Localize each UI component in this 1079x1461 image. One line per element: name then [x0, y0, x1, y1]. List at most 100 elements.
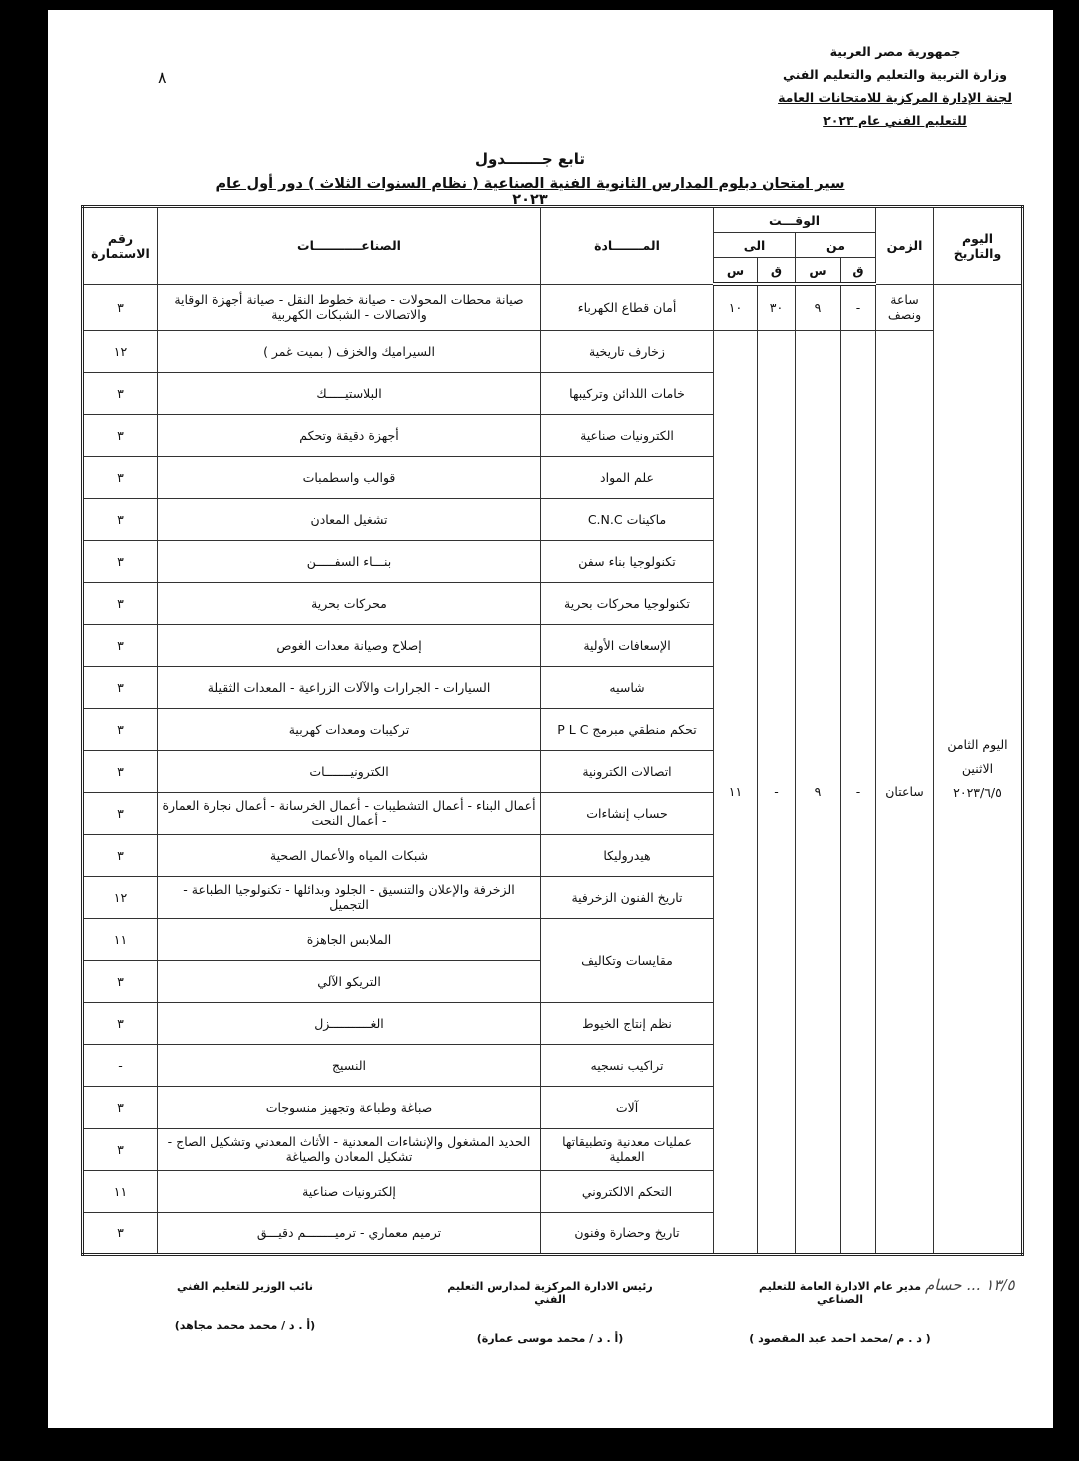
subject-cell: مقايسات وتكاليف	[540, 917, 714, 1003]
industries-cell: السيراميك والخزف ( بميت غمر )	[157, 329, 541, 373]
table-row: شاسيه السيارات - الجرارات والآلات الزراعي…	[82, 665, 1023, 709]
form-number-cell: ٣	[82, 1085, 158, 1129]
industries-cell: صيانة محطات المحولات - صيانة خطوط النقل …	[157, 283, 541, 331]
industries-cell: أجهزة دقيقة وتحكم	[157, 413, 541, 457]
subject-cell: خامات اللدائن وتركيبها	[540, 371, 714, 415]
industries-cell: محركات بحرية	[157, 581, 541, 625]
form-number-cell: ٣	[82, 497, 158, 541]
signature-title: مدير عام الادارة العامة للتعليم الصناعي	[758, 1280, 921, 1306]
form-number-cell: ٣	[82, 1127, 158, 1171]
table-row: الإسعافات الأولية إصلاح وصيانة معدات الغو…	[82, 623, 1023, 667]
header-from: من	[795, 232, 876, 258]
from-minute-cell: -	[840, 329, 876, 1255]
subject-cell: زخارف تاريخية	[540, 329, 714, 373]
header-industries: الصناعـــــــــــات	[157, 206, 541, 285]
subject-cell: تكنولوجيا بناء سفن	[540, 539, 714, 583]
subject-cell: شاسيه	[540, 665, 714, 709]
form-number-cell: ٣	[82, 665, 158, 709]
to-hour-cell: ١٠	[713, 283, 758, 331]
header-hour: س	[713, 257, 758, 286]
letterhead-line: جمهورية مصر العربية	[829, 44, 961, 59]
form-number-cell: ٣	[82, 707, 158, 751]
subject-cell: تراكيب نسجيه	[540, 1043, 714, 1087]
subject-cell: علم المواد	[540, 455, 714, 499]
industries-cell: الملابس الجاهزة	[157, 917, 541, 961]
table-row: التريكو الآلي ٣	[82, 959, 1023, 1003]
form-number-cell: ٣	[82, 1211, 158, 1255]
industries-cell: إصلاح وصيانة معدات الغوص	[157, 623, 541, 667]
document-title: تابع جـــــــدول	[474, 150, 586, 168]
form-number-cell: ٣	[82, 413, 158, 457]
subject-cell: نظم إنتاج الخيوط	[540, 1001, 714, 1045]
table-row: آلات صباغة وطباعة وتجهيز منسوجات ٣	[82, 1085, 1023, 1129]
exam-schedule-table: اليوم والتاريخ الزمن الوقـــت المـــــــ…	[81, 205, 1024, 1256]
industries-cell: الغـــــــــــزل	[157, 1001, 541, 1045]
table-row: اليوم الثامن الاثنين ٢٠٢٣/٦/٥ ساعة ونصف -٩…	[82, 283, 1023, 1255]
industries-cell: النسيج	[157, 1043, 541, 1087]
table-row: التحكم الالكتروني إلكترونيات صناعية ١١	[82, 1169, 1023, 1213]
subject-cell: تحكم منطقي مبرمج P L C	[540, 707, 714, 751]
to-minute-cell: -	[757, 329, 796, 1255]
industries-cell: الزخرفة والإعلان والتنسيق - الجلود وبدائ…	[157, 875, 541, 919]
industries-cell: بنـــاء السفـــــن	[157, 539, 541, 583]
header-minute: ق	[757, 257, 796, 286]
table-row: مقايسات وتكاليف الملابس الجاهزة ١١	[82, 917, 1023, 1003]
signature-block: رئيس الادارة المركزية لمدارس التعليم الف…	[440, 1280, 660, 1345]
signature-block: نائب الوزير للتعليم الفني (أ . د / محمد …	[170, 1280, 320, 1332]
header-form-number: رقم الاستمارة	[82, 206, 158, 285]
industries-cell: تشغيل المعادن	[157, 497, 541, 541]
form-number-cell: ١٢	[82, 875, 158, 919]
signature-name: (أ . د / محمد محمد مجاهد)	[174, 1319, 316, 1332]
subject-cell: تكنولوجيا محركات بحرية	[540, 581, 714, 625]
industries-cell: صباغة وطباعة وتجهيز منسوجات	[157, 1085, 541, 1129]
signature-title: نائب الوزير للتعليم الفني	[177, 1280, 313, 1293]
from-minute-cell: -	[840, 283, 876, 331]
form-number-cell: ٣	[82, 539, 158, 583]
table-row: علم المواد قوالب واسطمبات ٣	[82, 455, 1023, 499]
form-number-cell: ٣	[82, 581, 158, 625]
day-date-cell: اليوم الثامن الاثنين ٢٠٢٣/٦/٥	[933, 283, 1023, 1255]
header-subject: المـــــــادة	[540, 206, 714, 285]
industries-cell: تركيبات ومعدات كهربية	[157, 707, 541, 751]
industries-cell: الكترونيـــــــات	[157, 749, 541, 793]
table-row: تحكم منطقي مبرمج P L C تركيبات ومعدات كهر…	[82, 707, 1023, 751]
form-number-cell: ٣	[82, 455, 158, 499]
form-number-cell: ٣	[82, 283, 158, 331]
table-row: حساب إنشاءات أعمال البناء - أعمال التشطيب…	[82, 791, 1023, 835]
subject-cell: ماكينات C.N.C	[540, 497, 714, 541]
page-number: ٨	[158, 68, 167, 87]
table-row: ساعتان -٩-١١ زخارف تاريخية السيراميك والخزف…	[82, 329, 1023, 1255]
header-to: الى	[713, 232, 796, 258]
form-number-cell: ١١	[82, 917, 158, 961]
table-row: عمليات معدنية وتطبيقاتها العملية الحديد ا…	[82, 1127, 1023, 1171]
duration-cell: ساعتان	[875, 329, 934, 1255]
table-row: ماكينات C.N.C تشغيل المعادن ٣	[82, 497, 1023, 541]
letterhead-line: وزارة التربية والتعليم والتعليم الفني	[782, 67, 1008, 82]
industries-cell: ترميم معماري - ترميــــــــم دقيـــق	[157, 1211, 541, 1255]
from-hour-cell: ٩	[795, 329, 841, 1255]
subject-cell: اتصالات الكترونية	[540, 749, 714, 793]
letterhead: جمهورية مصر العربية وزارة التربية والتعل…	[735, 40, 1055, 132]
subject-cell: الكترونيات صناعية	[540, 413, 714, 457]
form-number-cell: ١٢	[82, 329, 158, 373]
subject-cell: آلات	[540, 1085, 714, 1129]
subject-cell: تاريخ وحضارة وفنون	[540, 1211, 714, 1255]
table-row: خامات اللدائن وتركيبها البلاستيـــــك ٣	[82, 371, 1023, 415]
industries-cell: السيارات - الجرارات والآلات الزراعية - ا…	[157, 665, 541, 709]
letterhead-line: للتعليم الفني عام ٢٠٢٣	[823, 113, 967, 128]
industries-cell: شبكات المياه والأعمال الصحية	[157, 833, 541, 877]
subject-cell: الإسعافات الأولية	[540, 623, 714, 667]
industries-cell: البلاستيـــــك	[157, 371, 541, 415]
table-row: الكترونيات صناعية أجهزة دقيقة وتحكم ٣	[82, 413, 1023, 457]
subject-cell: التحكم الالكتروني	[540, 1169, 714, 1213]
document-subtitle: سير امتحان دبلوم المدارس الثانوية الفنية…	[215, 176, 845, 208]
form-number-cell: ٣	[82, 959, 158, 1003]
form-number-cell: ٣	[82, 791, 158, 835]
letterhead-line: لجنة الإدارة المركزية للامتحانات العامة	[778, 90, 1012, 105]
signature-block: مدير عام الادارة العامة للتعليم الصناعي …	[745, 1280, 935, 1345]
form-number-cell: -	[82, 1043, 158, 1087]
industries-cell: الحديد المشغول والإنشاءات المعدنية - الأ…	[157, 1127, 541, 1171]
duration-cell: ساعة ونصف	[875, 283, 934, 331]
industries-cell: إلكترونيات صناعية	[157, 1169, 541, 1213]
table-row: تاريخ وحضارة وفنون ترميم معماري - ترميـــ…	[82, 1211, 1023, 1255]
